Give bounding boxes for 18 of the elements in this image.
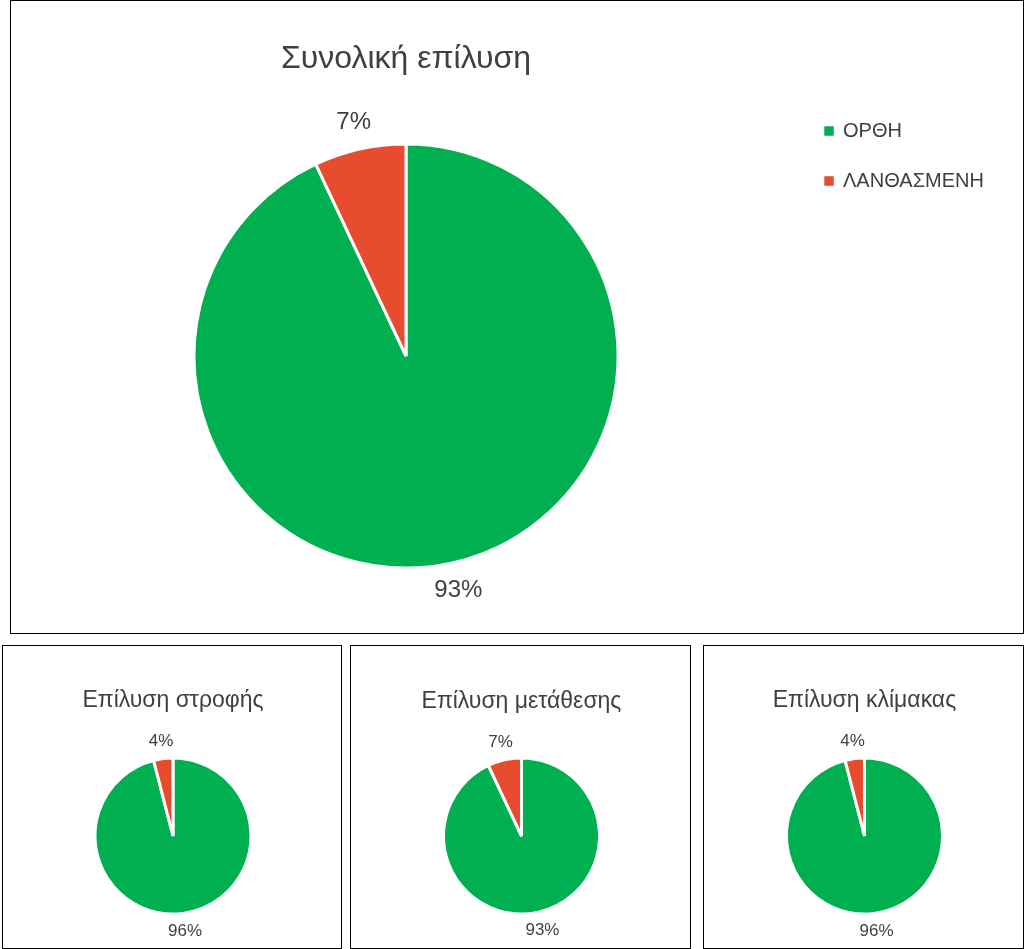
data-label: 7% <box>488 732 513 752</box>
legend-label: ΟΡΘΗ <box>843 119 902 141</box>
data-label: 96% <box>168 921 203 941</box>
data-label: 96% <box>859 921 894 941</box>
pie-slice <box>785 756 944 916</box>
data-label: 7% <box>336 106 371 134</box>
data-label: 4% <box>840 730 865 750</box>
data-label: 93% <box>525 919 560 939</box>
pie-slice <box>192 142 620 570</box>
chart-title: Επίλυση στροφής <box>82 685 264 712</box>
chart-title: Επίλυση μετάθεσης <box>421 687 622 714</box>
legend-label: ΛΑΝΘΑΣΜΕΝΗ <box>843 169 984 191</box>
pie-slice <box>442 756 601 916</box>
pie-slice <box>93 756 253 916</box>
chart-title: Επίλυση κλίμακας <box>772 685 957 712</box>
chart-title: Συνολική επίλυση <box>281 38 531 75</box>
data-label: 4% <box>148 730 174 750</box>
data-label: 93% <box>434 575 483 603</box>
